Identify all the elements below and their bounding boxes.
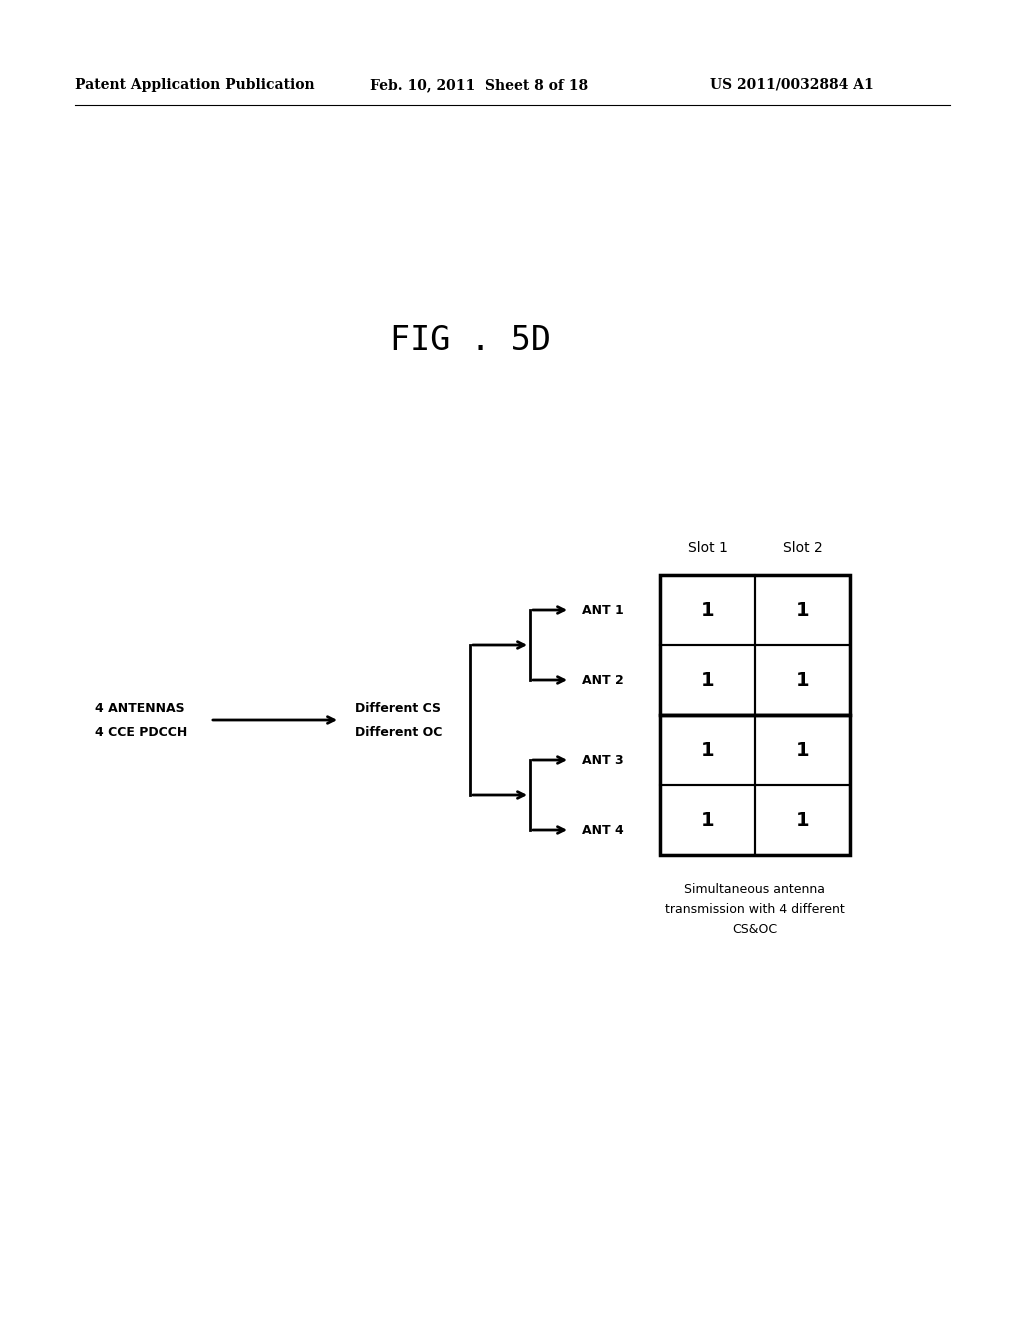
Text: US 2011/0032884 A1: US 2011/0032884 A1: [710, 78, 873, 92]
Text: Different CS: Different CS: [355, 701, 441, 714]
Bar: [755, 576, 850, 645]
Bar: [660, 645, 755, 715]
Bar: [755, 715, 850, 785]
Text: ANT 1: ANT 1: [582, 603, 624, 616]
Text: Simultaneous antenna: Simultaneous antenna: [684, 883, 825, 896]
Text: 1: 1: [796, 671, 809, 689]
Text: ANT 3: ANT 3: [582, 754, 624, 767]
Bar: [660, 785, 755, 855]
Text: 1: 1: [796, 601, 809, 619]
Text: Feb. 10, 2011  Sheet 8 of 18: Feb. 10, 2011 Sheet 8 of 18: [370, 78, 588, 92]
Text: 1: 1: [700, 671, 715, 689]
Text: Patent Application Publication: Patent Application Publication: [75, 78, 314, 92]
Text: 1: 1: [700, 601, 715, 619]
Bar: [660, 715, 755, 785]
Bar: [660, 576, 755, 645]
Text: Slot 2: Slot 2: [782, 541, 822, 554]
Text: 1: 1: [796, 810, 809, 829]
Text: ANT 4: ANT 4: [582, 824, 624, 837]
Text: 1: 1: [700, 810, 715, 829]
Text: 4 CCE PDCCH: 4 CCE PDCCH: [95, 726, 187, 738]
Text: FIG . 5D: FIG . 5D: [390, 323, 551, 356]
Text: Different OC: Different OC: [355, 726, 442, 738]
Text: ANT 2: ANT 2: [582, 673, 624, 686]
Text: Slot 1: Slot 1: [687, 541, 727, 554]
Bar: [755, 645, 850, 715]
Bar: [660, 576, 850, 715]
Text: CS&OC: CS&OC: [732, 923, 777, 936]
Bar: [755, 785, 850, 855]
Text: 1: 1: [796, 741, 809, 759]
Bar: [660, 715, 850, 855]
Text: 4 ANTENNAS: 4 ANTENNAS: [95, 701, 184, 714]
Text: transmission with 4 different: transmission with 4 different: [666, 903, 845, 916]
Text: 1: 1: [700, 741, 715, 759]
